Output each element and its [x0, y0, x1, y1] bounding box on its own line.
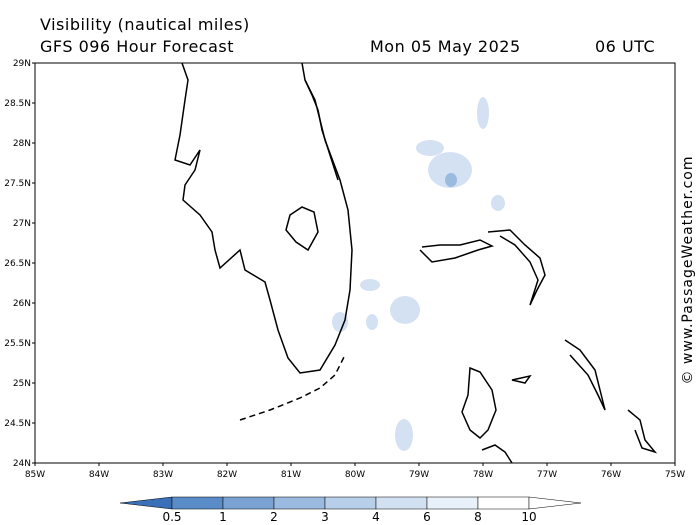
colorbar-label: 4 [372, 510, 380, 524]
lon-label: 78W [473, 470, 493, 480]
map-frame [34, 62, 676, 464]
lon-label: 83W [153, 470, 173, 480]
lat-label: 27.5N [4, 179, 31, 189]
axis-labels: 29N 28.5N 28N 27.5N 27N 26.5N 26N 25.5N 25N 24.5N… [4, 59, 685, 480]
colorbar-label: 8 [474, 510, 482, 524]
map-area [174, 63, 658, 463]
lon-label: 84W [89, 470, 109, 480]
lat-label: 24.5N [4, 419, 31, 429]
colorbar-label: 10 [521, 510, 536, 524]
lat-label: 28N [13, 139, 31, 149]
colorbar-label: 1 [219, 510, 227, 524]
colorbar-segment [375, 496, 428, 510]
lake-okeechobee [285, 206, 319, 252]
visibility-area [332, 312, 348, 332]
berry-islands [511, 374, 532, 384]
visibility-area [416, 140, 444, 156]
colorbar-segment [426, 496, 479, 510]
colorbar-segment [273, 496, 326, 510]
time-label: 06 UTC [595, 37, 655, 56]
lat-label: 27N [13, 219, 31, 229]
colorbar-segment [222, 496, 275, 510]
lon-label: 75W [665, 470, 685, 480]
visibility-area [390, 296, 420, 324]
lat-label: 25N [13, 379, 31, 389]
visibility-area [491, 195, 505, 211]
lat-label: 29N [13, 59, 31, 69]
andros [461, 366, 497, 440]
colorbar: 0.5 1 2 3 4 6 8 10 [119, 496, 582, 524]
lon-label: 76W [601, 470, 621, 480]
lat-label: 26N [13, 299, 31, 309]
colorbar-label: 2 [270, 510, 278, 524]
florida-inner-coast [304, 79, 339, 181]
abaco [487, 229, 546, 306]
visibility-area [366, 314, 378, 330]
colorbar-segment [171, 496, 224, 510]
lon-label: 80W [345, 470, 365, 480]
colorbar-end [528, 496, 582, 510]
lat-label: 25.5N [4, 339, 31, 349]
title: Visibility (nautical miles) [40, 15, 250, 34]
visibility-area [445, 173, 457, 187]
eleuthera [564, 339, 606, 411]
lon-label: 82W [217, 470, 237, 480]
exuma [627, 409, 658, 454]
visibility-area [428, 152, 472, 188]
visibility-area [360, 279, 380, 291]
lat-label: 28.5N [4, 99, 31, 109]
colorbar-label: 6 [423, 510, 431, 524]
lon-label: 79W [409, 470, 429, 480]
lat-label: 26.5N [4, 259, 31, 269]
colorbar-segment [477, 496, 530, 510]
florida-keys [239, 354, 346, 421]
florida-coast [174, 63, 353, 374]
lon-label: 77W [537, 470, 557, 480]
lon-label: 81W [281, 470, 301, 480]
colorbar-segment [324, 496, 377, 510]
visibility-area [395, 419, 413, 451]
colorbar-end [119, 496, 173, 510]
grand-bahama [419, 239, 495, 263]
colorbar-label: 0.5 [162, 510, 181, 524]
cuba-coast [481, 444, 513, 463]
colorbar-label: 3 [321, 510, 329, 524]
lat-label: 24N [13, 459, 31, 469]
date-label: Mon 05 May 2025 [370, 37, 521, 56]
lon-label: 85W [25, 470, 45, 480]
visibility-area [477, 97, 489, 129]
watermark: © www.PassageWeather.com [680, 155, 696, 384]
model-label: GFS 096 Hour Forecast [40, 37, 234, 56]
